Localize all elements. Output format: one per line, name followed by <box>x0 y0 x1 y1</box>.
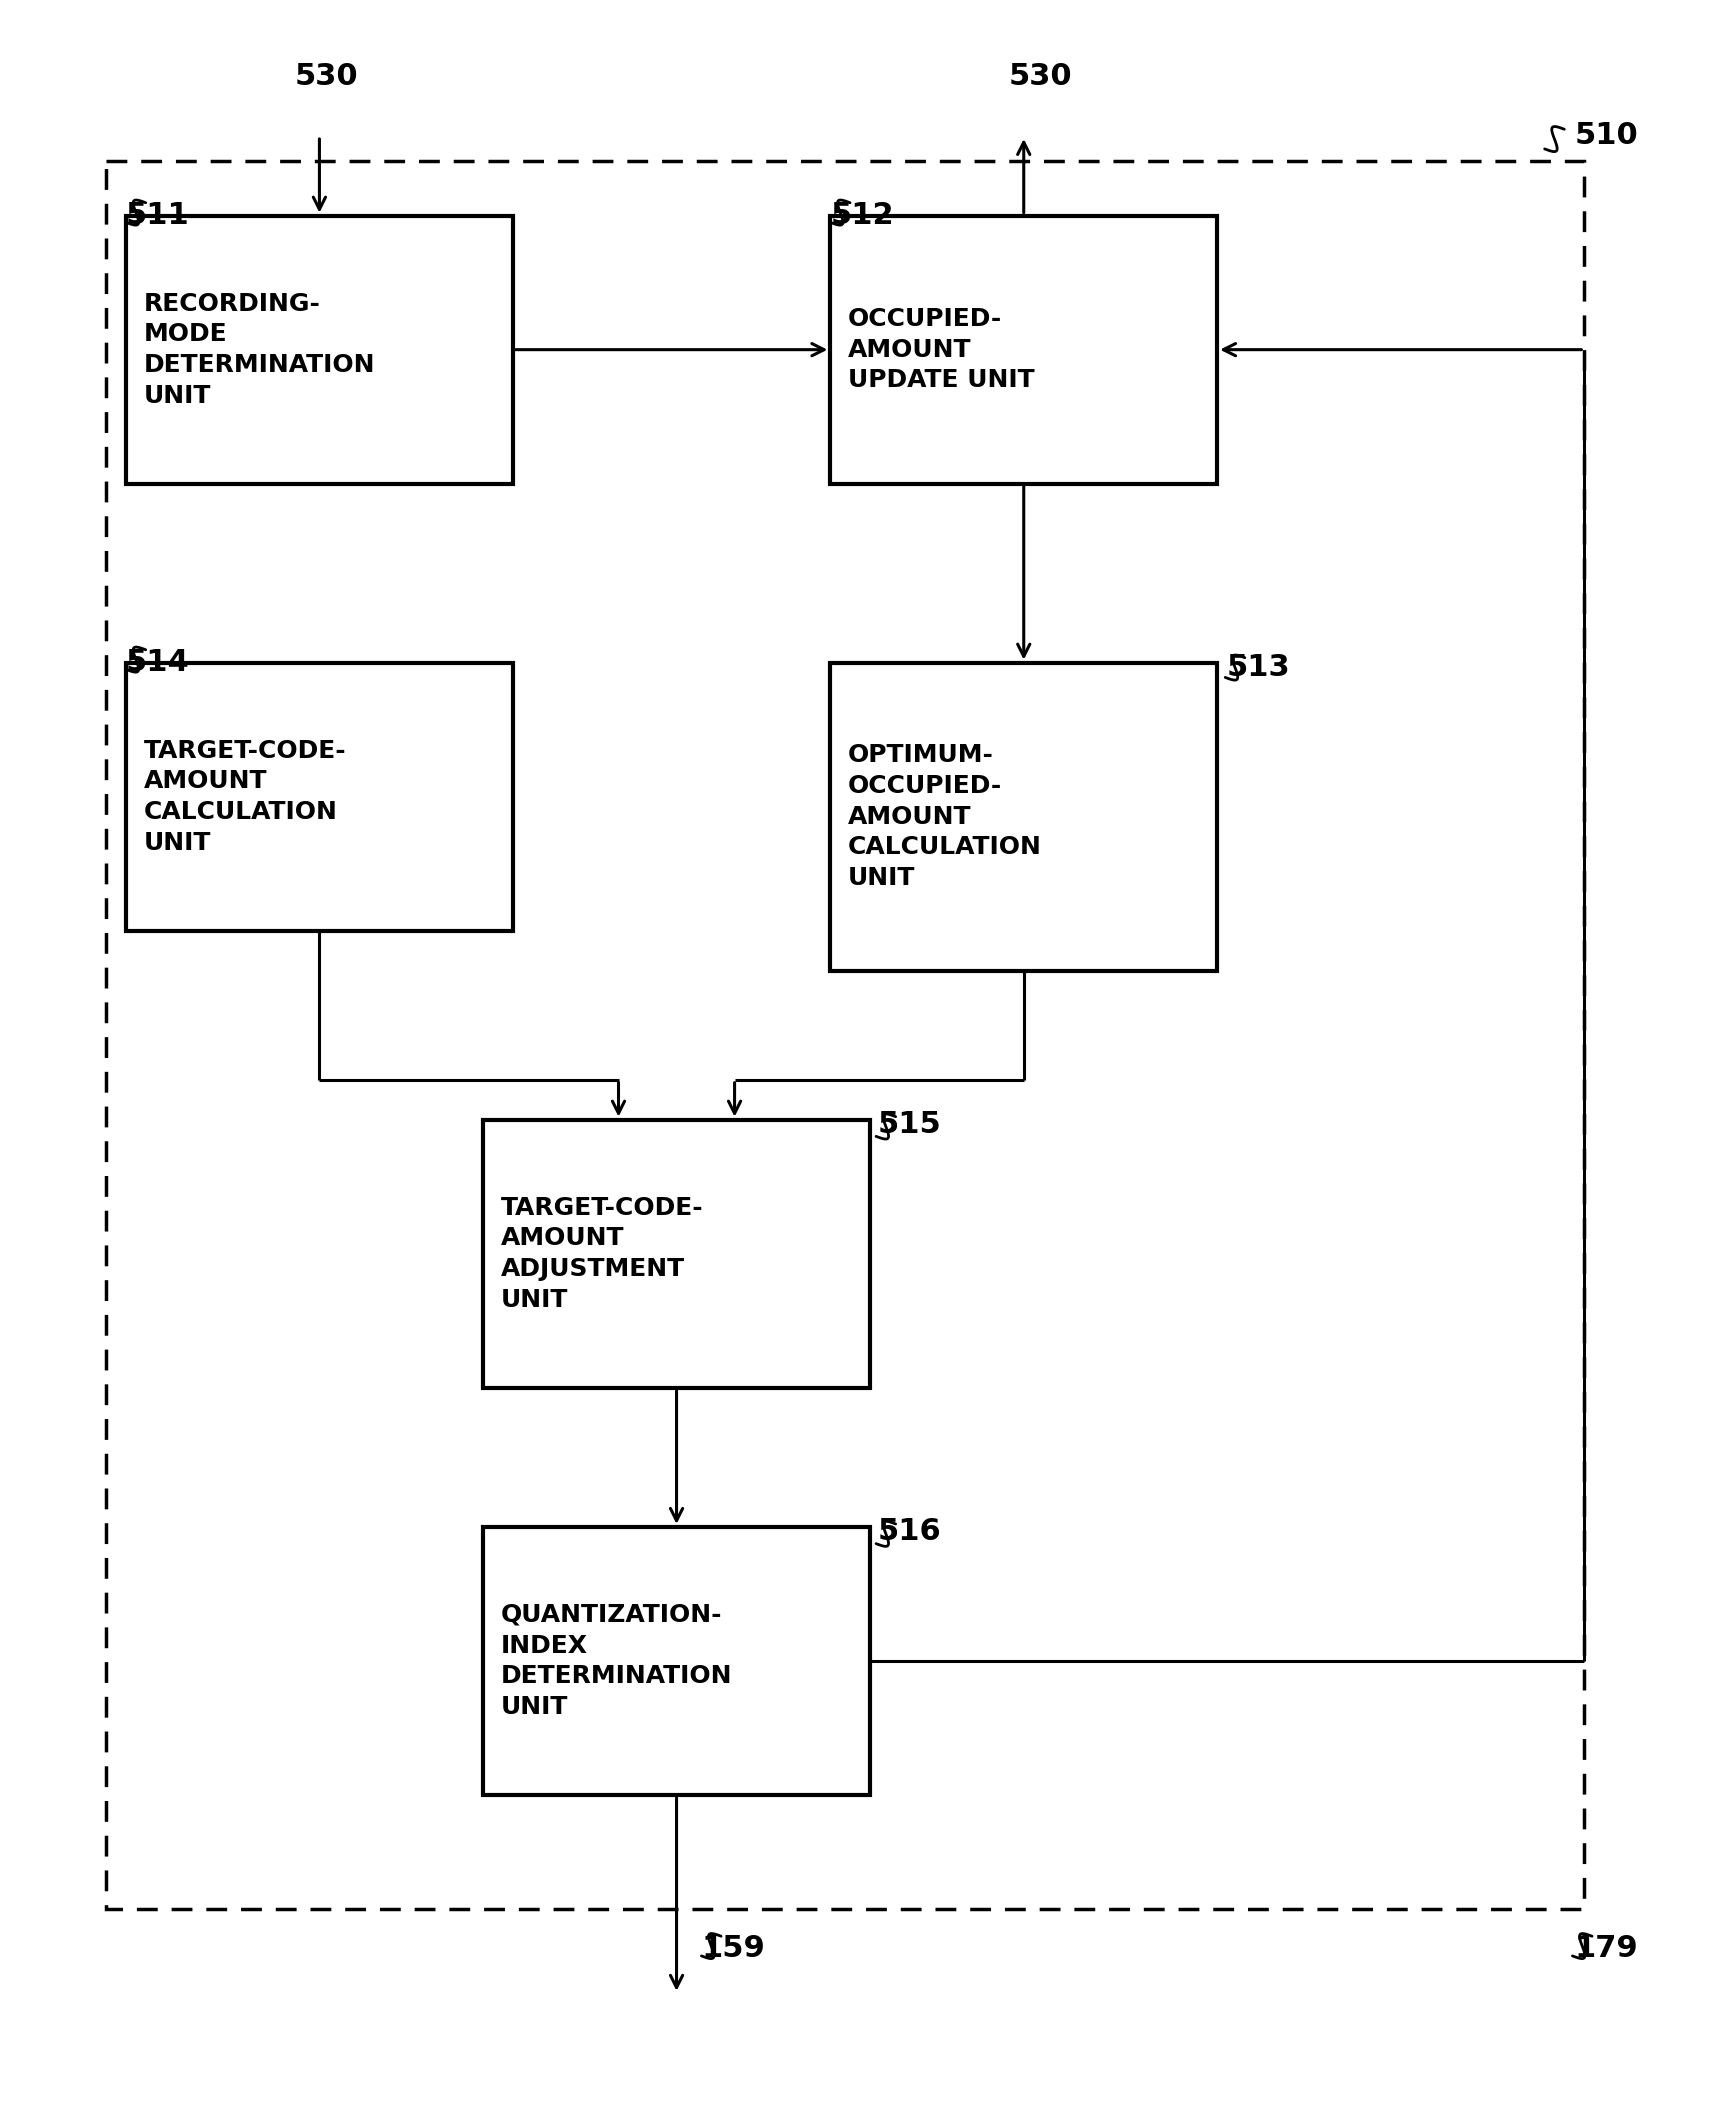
Text: 510: 510 <box>1575 122 1639 149</box>
Bar <box>483 1526 870 1796</box>
Bar <box>830 215 1217 484</box>
Text: TARGET-CODE-
AMOUNT
CALCULATION
UNIT: TARGET-CODE- AMOUNT CALCULATION UNIT <box>144 739 347 855</box>
Text: QUANTIZATION-
INDEX
DETERMINATION
UNIT: QUANTIZATION- INDEX DETERMINATION UNIT <box>502 1604 733 1720</box>
Text: RECORDING-
MODE
DETERMINATION
UNIT: RECORDING- MODE DETERMINATION UNIT <box>144 293 375 408</box>
Bar <box>127 215 512 484</box>
Text: 530: 530 <box>1009 61 1073 91</box>
Text: 516: 516 <box>878 1518 941 1545</box>
Bar <box>106 160 1585 1909</box>
Text: 513: 513 <box>1227 653 1292 682</box>
Text: 159: 159 <box>701 1934 766 1964</box>
Text: 511: 511 <box>127 200 189 229</box>
Text: 179: 179 <box>1575 1934 1639 1964</box>
Text: OPTIMUM-
OCCUPIED-
AMOUNT
CALCULATION
UNIT: OPTIMUM- OCCUPIED- AMOUNT CALCULATION UN… <box>849 743 1042 890</box>
Text: 512: 512 <box>830 200 894 229</box>
Text: 514: 514 <box>127 648 189 676</box>
Text: 515: 515 <box>878 1109 941 1139</box>
Bar <box>127 663 512 930</box>
Text: 530: 530 <box>295 61 358 91</box>
Bar <box>830 663 1217 970</box>
Text: TARGET-CODE-
AMOUNT
ADJUSTMENT
UNIT: TARGET-CODE- AMOUNT ADJUSTMENT UNIT <box>502 1196 703 1311</box>
Text: OCCUPIED-
AMOUNT
UPDATE UNIT: OCCUPIED- AMOUNT UPDATE UNIT <box>849 307 1035 392</box>
Bar <box>483 1120 870 1387</box>
